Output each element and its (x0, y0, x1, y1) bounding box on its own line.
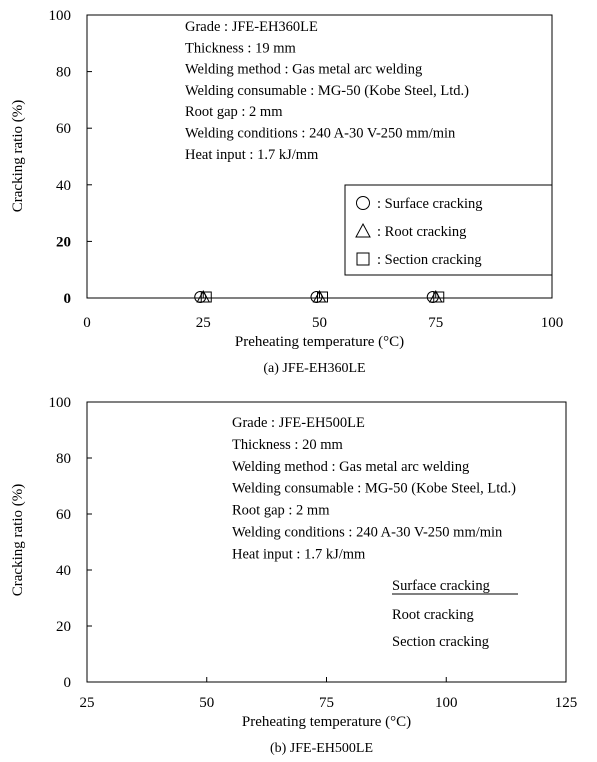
info-line: Grade : JFE-EH360LE (185, 19, 318, 35)
x-axis-label: Preheating temperature (°C) (242, 714, 411, 730)
legend-square-icon (356, 252, 370, 266)
legend-entry: Root cracking (392, 607, 474, 623)
info-line: Heat input : 1.7 kJ/mm (185, 147, 319, 163)
chart-a: 0 25 50 75 100 0 20 40 60 80 100 Preheating tempera… (10, 8, 563, 376)
y-tick-label: 0 (64, 291, 72, 307)
x-tick-label: 125 (555, 695, 578, 711)
info-line: Welding consumable : MG-50 (Kobe Steel, … (185, 83, 469, 99)
y-tick-label: 60 (56, 121, 71, 137)
x-tick-label: 75 (428, 315, 443, 331)
legend-entry: : Root cracking (377, 224, 466, 240)
y-tick-label: 80 (56, 65, 71, 81)
legend-entry: : Surface cracking (377, 196, 482, 212)
y-tick-label: 40 (56, 178, 71, 194)
legend-entry: : Section cracking (377, 252, 482, 268)
data-point-section (317, 291, 328, 303)
y-tick-label: 40 (56, 563, 71, 579)
legend-entry: Section cracking (392, 634, 489, 650)
y-tick-label: 0 (64, 675, 72, 691)
x-axis-label: Preheating temperature (°C) (235, 334, 404, 350)
x-tick-label: 50 (199, 695, 214, 711)
legend-circle-icon (356, 196, 370, 210)
info-line: Welding method : Gas metal arc welding (185, 62, 422, 78)
x-tick-label: 100 (435, 695, 458, 711)
x-tick-label: 75 (319, 695, 334, 711)
x-tick-label: 25 (80, 695, 95, 711)
y-tick-label: 60 (56, 507, 71, 523)
y-axis-label: Cracking ratio (%) (10, 100, 26, 212)
info-line: Thickness : 19 mm (185, 40, 296, 56)
chart-caption: (b) JFE-EH500LE (270, 741, 373, 756)
info-line: Root gap : 2 mm (185, 104, 283, 120)
y-tick-label: 20 (56, 619, 71, 635)
data-point-section (433, 291, 445, 303)
info-line: Thickness : 20 mm (232, 437, 343, 453)
data-point-section (200, 291, 212, 303)
x-tick-label: 100 (541, 315, 564, 331)
x-tick-label: 50 (312, 315, 327, 331)
info-line: Welding consumable : MG-50 (Kobe Steel, … (232, 481, 516, 497)
legend-triangle-icon (355, 222, 371, 238)
x-tick-label: 0 (83, 315, 91, 331)
chart-b: 25 50 75 100 125 0 20 40 60 80 100 Preheating tempe… (10, 395, 577, 756)
info-line: Welding method : Gas metal arc welding (232, 459, 469, 475)
legend-entry: Surface cracking (392, 578, 490, 594)
y-tick-label: 100 (49, 395, 72, 411)
x-tick-label: 25 (196, 315, 211, 331)
info-line: Root gap : 2 mm (232, 503, 330, 519)
info-line: Welding conditions : 240 A-30 V-250 mm/m… (185, 126, 456, 142)
info-line: Heat input : 1.7 kJ/mm (232, 546, 366, 562)
legend-box (344, 184, 553, 276)
y-axis-label: Cracking ratio (%) (10, 484, 26, 596)
y-tick-label: 80 (56, 451, 71, 467)
chart-caption: (a) JFE-EH360LE (263, 361, 365, 376)
y-tick-label: 20 (56, 234, 71, 250)
y-tick-label: 100 (49, 8, 72, 24)
info-line: Welding conditions : 240 A-30 V-250 mm/m… (232, 525, 503, 541)
info-line: Grade : JFE-EH500LE (232, 415, 365, 431)
